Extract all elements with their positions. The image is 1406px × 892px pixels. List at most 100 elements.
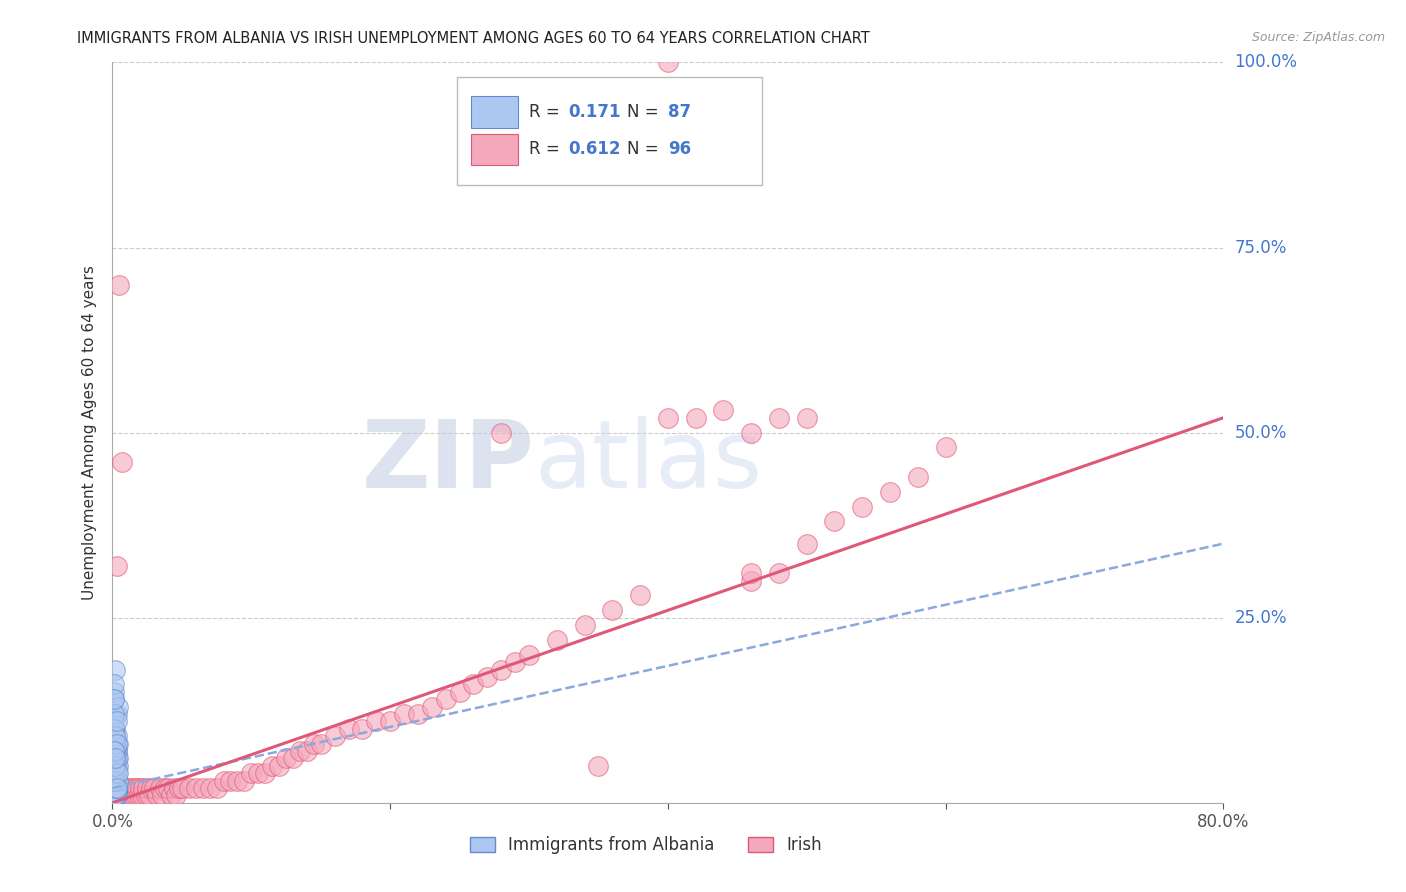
Point — [191, 780, 214, 795]
Point — [366, 714, 388, 729]
Point — [588, 758, 610, 772]
Point — [103, 780, 125, 795]
Point — [103, 789, 125, 803]
FancyBboxPatch shape — [471, 96, 517, 128]
Point — [105, 714, 128, 729]
Point — [104, 780, 127, 795]
Point — [103, 714, 125, 729]
Point — [105, 789, 128, 803]
Point — [105, 766, 128, 780]
Point — [104, 773, 127, 788]
Point — [247, 766, 270, 780]
Y-axis label: Unemployment Among Ages 60 to 64 years: Unemployment Among Ages 60 to 64 years — [82, 265, 97, 600]
Point — [104, 766, 127, 780]
Point — [103, 789, 125, 803]
Point — [131, 789, 153, 803]
Point — [104, 773, 127, 788]
Point — [105, 744, 128, 758]
Point — [104, 773, 127, 788]
Text: N =: N = — [627, 140, 664, 158]
Text: 0.171: 0.171 — [568, 103, 620, 121]
Text: 50.0%: 50.0% — [1234, 424, 1286, 442]
Point — [132, 780, 155, 795]
Text: 75.0%: 75.0% — [1234, 238, 1286, 257]
Point — [107, 780, 129, 795]
Point — [104, 789, 127, 803]
Point — [170, 780, 193, 795]
Point — [177, 780, 200, 795]
Point — [107, 699, 129, 714]
Point — [104, 789, 127, 803]
Point — [879, 484, 901, 499]
Point — [685, 410, 707, 425]
Point — [337, 722, 360, 736]
Point — [103, 780, 125, 795]
Point — [740, 574, 762, 588]
Point — [103, 677, 125, 691]
Point — [104, 780, 127, 795]
Text: 100.0%: 100.0% — [1234, 54, 1298, 71]
Point — [115, 789, 138, 803]
Point — [105, 744, 128, 758]
Point — [463, 677, 485, 691]
Point — [103, 722, 125, 736]
Text: N =: N = — [627, 103, 664, 121]
Point — [226, 773, 249, 788]
Point — [657, 55, 679, 70]
Point — [103, 758, 125, 772]
Point — [105, 780, 128, 795]
Point — [103, 692, 125, 706]
Point — [128, 789, 150, 803]
Point — [768, 410, 790, 425]
Point — [740, 425, 762, 440]
Point — [309, 737, 332, 751]
Point — [103, 780, 125, 795]
FancyBboxPatch shape — [471, 134, 517, 165]
Point — [352, 722, 374, 736]
Point — [254, 766, 277, 780]
Point — [104, 789, 127, 803]
Point — [434, 692, 457, 706]
Point — [108, 277, 131, 292]
Point — [103, 773, 125, 788]
Point — [103, 789, 125, 803]
Point — [240, 766, 263, 780]
Point — [108, 789, 131, 803]
Text: 87: 87 — [668, 103, 690, 121]
Point — [103, 789, 125, 803]
Point — [105, 780, 128, 795]
Point — [233, 773, 256, 788]
Point — [107, 737, 129, 751]
Point — [138, 789, 160, 803]
Point — [103, 789, 125, 803]
Point — [574, 618, 596, 632]
Text: 0.612: 0.612 — [568, 140, 620, 158]
Point — [212, 773, 235, 788]
Point — [117, 780, 139, 795]
Point — [198, 780, 221, 795]
Point — [262, 758, 284, 772]
Point — [934, 441, 956, 455]
Point — [104, 758, 127, 772]
Text: 25.0%: 25.0% — [1234, 608, 1286, 627]
Point — [104, 773, 127, 788]
Point — [159, 789, 181, 803]
Point — [107, 773, 129, 788]
Point — [167, 780, 190, 795]
Point — [104, 789, 127, 803]
Point — [420, 699, 443, 714]
Point — [103, 773, 125, 788]
Point — [149, 780, 172, 795]
Point — [107, 751, 129, 765]
Point — [122, 789, 145, 803]
Point — [155, 780, 177, 795]
Point — [105, 789, 128, 803]
Point — [104, 773, 127, 788]
Point — [124, 780, 146, 795]
Point — [281, 751, 304, 765]
Point — [104, 789, 127, 803]
FancyBboxPatch shape — [457, 78, 762, 185]
Point — [503, 655, 526, 669]
Point — [107, 758, 129, 772]
Text: R =: R = — [529, 103, 565, 121]
